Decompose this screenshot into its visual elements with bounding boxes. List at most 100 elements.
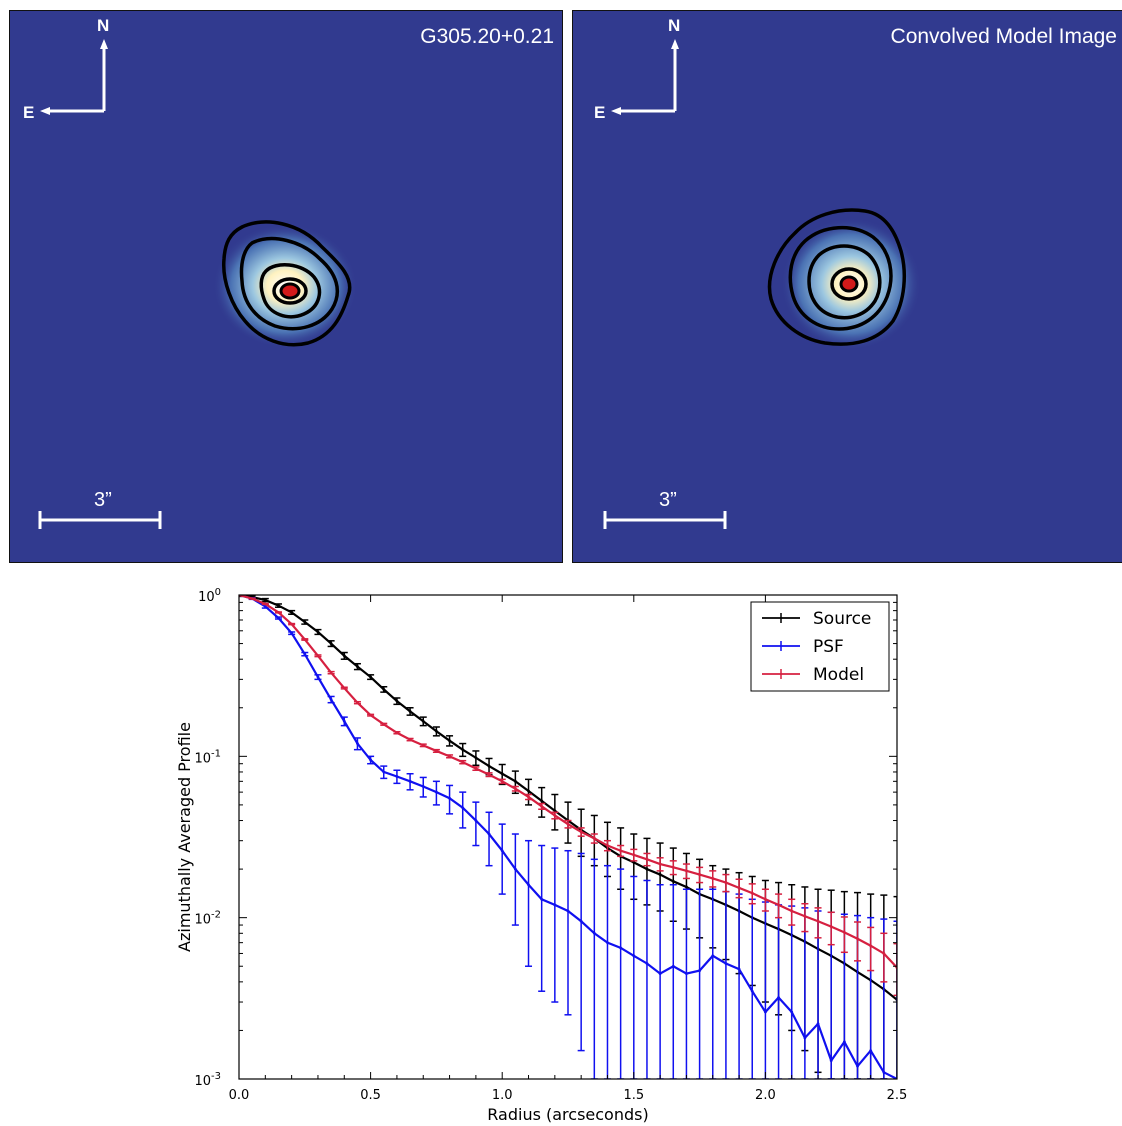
series-psf-errorbar: [630, 875, 638, 1079]
series-model-point: [513, 787, 517, 791]
series-psf-errorbar: [709, 888, 717, 1079]
series-model-point: [356, 701, 359, 705]
series-source-point: [369, 675, 372, 679]
series-psf-errorbar: [511, 833, 519, 926]
series-psf-errorbar: [801, 907, 809, 1079]
series-psf-errorbar: [617, 868, 625, 1079]
contour-3: [259, 263, 322, 319]
series-model-point: [750, 891, 754, 895]
series-psf-point: [842, 1040, 846, 1044]
scale-bar-label: 3”: [659, 489, 677, 511]
legend: Source PSF Model: [750, 601, 890, 692]
series-psf-point: [777, 996, 780, 999]
series-model-point: [856, 937, 859, 941]
series-psf-point: [369, 758, 372, 762]
east-arrow-icon: [40, 107, 50, 115]
series-model-point: [711, 877, 715, 880]
series-source-point: [382, 687, 386, 691]
series-psf-point: [329, 698, 333, 701]
compass-north-label: N: [668, 16, 681, 35]
series-model-point: [632, 853, 636, 857]
series-psf-errorbar: [761, 901, 769, 1079]
series-psf-errorbar: [590, 858, 598, 1079]
x-tick-label: 0.5: [360, 1088, 381, 1103]
series-psf-point: [724, 962, 728, 965]
series-psf-point: [382, 770, 386, 774]
contour-outer: [222, 220, 352, 347]
east-arrow-icon: [611, 107, 621, 115]
series-source-point: [263, 598, 267, 602]
y-tick-label: 10-1: [194, 748, 221, 766]
series-psf-point: [619, 946, 623, 950]
series-model-point: [671, 865, 675, 869]
series-model-point: [619, 849, 623, 853]
series-source-point: [487, 764, 491, 768]
series-psf-point: [487, 832, 491, 836]
series-source-point: [527, 789, 530, 793]
series-model-point: [408, 738, 412, 741]
series-psf-point: [461, 806, 465, 810]
series-psf-errorbar: [669, 883, 677, 1079]
series-psf-errorbar: [485, 811, 493, 867]
y-tick-label: 100: [198, 587, 221, 605]
series-model-point: [685, 869, 688, 873]
series-psf-errorbar: [472, 801, 480, 847]
tick-layer: 0.0 0.5 1.0 1.5 2.0 2.5 100 10-1 10-2 10-3: [194, 587, 907, 1103]
series-model-point: [698, 873, 701, 876]
panel-title: G305.20+0.21: [420, 25, 554, 48]
legend-psf-label: PSF: [813, 637, 844, 657]
series-psf-errorbar: [551, 847, 559, 1003]
y-axis-title: Azimuthally Averaged Profile: [175, 722, 194, 952]
series-psf-errorbar: [643, 879, 651, 1079]
series-psf-point: [632, 954, 636, 958]
series-psf-point: [829, 1059, 833, 1063]
series-source-point: [553, 809, 557, 813]
series-psf-errorbar: [893, 920, 897, 1079]
series-psf-point: [540, 897, 544, 901]
series-psf-point: [395, 775, 399, 778]
series-psf-point: [737, 967, 741, 971]
series-model-point: [869, 944, 873, 948]
contour-core: [279, 282, 301, 300]
y-tick-exponent: -1: [211, 748, 221, 759]
series-psf-errorbar: [459, 791, 467, 829]
series-psf-point: [527, 883, 530, 887]
series-psf-point: [685, 972, 688, 976]
series-source-point: [448, 739, 451, 743]
series-model-point: [250, 597, 254, 600]
compass-east-label: E: [594, 103, 606, 122]
series-model-errorbar: [854, 921, 862, 962]
series-model-errorbar: [893, 942, 897, 997]
series-psf-point: [316, 675, 320, 679]
series-psf-point: [658, 972, 662, 976]
series-psf-point: [356, 742, 359, 745]
series-model-point: [540, 804, 544, 808]
series-source-point: [474, 756, 478, 760]
series-psf-point: [869, 1049, 873, 1052]
compass-east-label: E: [23, 103, 35, 122]
series-model-point: [790, 909, 794, 913]
series-source-point: [540, 799, 544, 803]
contour-core: [839, 275, 859, 293]
series-source-point: [342, 654, 346, 658]
series-source-point: [329, 642, 333, 645]
image-panel-model: Convolved Model Image N E 3”: [572, 10, 1122, 563]
y-tick-label: 10-2: [194, 910, 221, 928]
y-tick-exponent: -2: [211, 910, 221, 921]
series-psf-errorbar: [525, 839, 533, 967]
series-model-point: [263, 602, 267, 606]
x-tick-label: 1.0: [492, 1088, 513, 1103]
series-model-point: [816, 919, 820, 923]
series-model-point: [764, 897, 767, 901]
series-psf-point: [803, 1036, 807, 1040]
series-model-errorbar: [814, 907, 822, 939]
x-tick-label: 0.0: [229, 1088, 250, 1103]
north-arrow-icon: [671, 39, 679, 49]
y-tick-exponent: 0: [215, 587, 221, 598]
series-model-point: [842, 931, 846, 934]
series-psf-point: [448, 796, 451, 800]
series-model-errorbar: [840, 916, 848, 954]
x-axis-title: Radius (arcseconds): [487, 1105, 648, 1124]
series-psf-point: [513, 867, 517, 871]
series-model-point: [658, 862, 662, 866]
